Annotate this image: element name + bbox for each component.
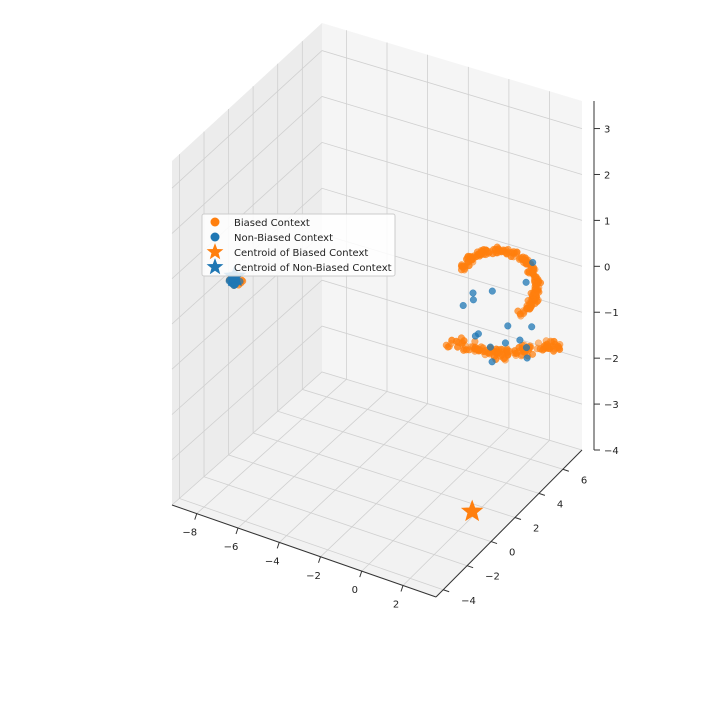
data-point xyxy=(503,250,511,258)
data-point xyxy=(455,338,463,347)
x-tick xyxy=(359,570,363,578)
centroid-star xyxy=(460,499,484,522)
legend-label: Centroid of Non-Biased Context xyxy=(234,263,392,274)
grid-line-z xyxy=(171,187,583,325)
z-tick-label: 3 xyxy=(604,125,610,136)
data-point xyxy=(550,347,558,355)
x-tick-label: −6 xyxy=(224,542,239,553)
y-tick xyxy=(443,589,450,593)
x-tick xyxy=(400,585,404,592)
x-tick-label: −2 xyxy=(306,571,321,582)
data-point xyxy=(522,344,531,352)
data-point xyxy=(534,339,543,347)
y-tick xyxy=(514,517,522,520)
data-point xyxy=(532,273,540,281)
floor-pane xyxy=(172,372,582,597)
x-tick-label: 2 xyxy=(393,600,399,611)
z-tick-label: 1 xyxy=(604,216,610,227)
data-point xyxy=(498,351,506,359)
y-tick-label: −2 xyxy=(485,572,500,583)
y-tick xyxy=(466,565,474,569)
data-point xyxy=(504,347,512,355)
legend: Biased Context Non-Biased Context Centroid… xyxy=(201,213,396,277)
data-point xyxy=(459,301,467,310)
x-tick xyxy=(276,542,280,549)
data-point xyxy=(469,289,477,297)
x-axis-line xyxy=(171,504,437,598)
data-point xyxy=(481,346,490,354)
data-point xyxy=(504,322,512,330)
data-point xyxy=(486,248,494,256)
data-point xyxy=(477,246,485,255)
data-point xyxy=(526,304,534,312)
z-tick-label: −2 xyxy=(604,354,619,365)
x-tick xyxy=(318,556,321,563)
z-tick-label: −1 xyxy=(604,308,619,319)
y-tick-label: 4 xyxy=(557,499,563,510)
data-point xyxy=(501,339,509,347)
y-tick-label: −4 xyxy=(461,596,476,607)
data-point xyxy=(491,348,500,356)
legend-label: Biased Context xyxy=(234,218,310,229)
z-tick-label: 0 xyxy=(604,262,610,273)
data-point xyxy=(531,282,539,290)
y-axis-line xyxy=(435,449,583,598)
legend-box xyxy=(201,213,396,277)
z-tick-label: −3 xyxy=(604,400,619,411)
data-point xyxy=(474,345,482,353)
legend-marker xyxy=(210,232,220,242)
x-tick xyxy=(194,513,198,520)
z-tick-label: −4 xyxy=(604,446,619,457)
legend-label: Non-Biased Context xyxy=(234,233,333,244)
grid-line-z xyxy=(171,50,583,189)
y-tick xyxy=(490,541,498,545)
data-point xyxy=(486,343,494,351)
legend-marker xyxy=(206,258,224,275)
data-point xyxy=(470,252,478,260)
data-point xyxy=(520,256,528,264)
data-point xyxy=(512,349,520,358)
x-tick-label: 0 xyxy=(352,585,358,596)
legend-label: Centroid of Biased Context xyxy=(234,248,368,259)
data-point xyxy=(469,296,477,304)
data-point xyxy=(501,356,509,364)
data-point xyxy=(517,312,525,320)
data-point xyxy=(488,287,496,295)
x-tick xyxy=(235,527,239,535)
data-point xyxy=(541,341,549,350)
data-point xyxy=(464,258,472,266)
data-point xyxy=(529,258,537,267)
data-point xyxy=(522,278,530,286)
data-point xyxy=(516,336,524,344)
data-point xyxy=(524,297,532,305)
x-tick-label: −8 xyxy=(182,528,197,539)
data-point xyxy=(528,350,537,358)
data-point xyxy=(493,243,501,251)
data-point xyxy=(528,323,536,331)
data-point xyxy=(523,354,531,362)
y-tick xyxy=(562,468,570,472)
data-point xyxy=(460,266,468,274)
legend-marker xyxy=(206,243,224,260)
grid-line-z xyxy=(171,325,583,460)
z-tick-label: 2 xyxy=(604,170,610,181)
y-tick-label: 6 xyxy=(581,475,587,486)
x-tick-label: −4 xyxy=(265,556,280,567)
grid-line-z xyxy=(171,96,583,234)
y-tick-label: 2 xyxy=(533,523,539,534)
data-point xyxy=(448,336,456,344)
data-point xyxy=(460,346,468,354)
data-point xyxy=(488,358,496,366)
tick-labels: −8 −6 −4 −2 0 2 −4 −2 0 2 4 6 −4 −3 −2 −1 0 1 2 3 xyxy=(182,125,618,611)
grid-line-z xyxy=(171,279,583,415)
data-point xyxy=(471,332,479,340)
legend-marker xyxy=(210,217,220,227)
axis-lines xyxy=(171,101,595,598)
grid-line-z xyxy=(171,371,583,506)
y-tick xyxy=(538,492,546,496)
y-tick-label: 0 xyxy=(509,548,515,559)
